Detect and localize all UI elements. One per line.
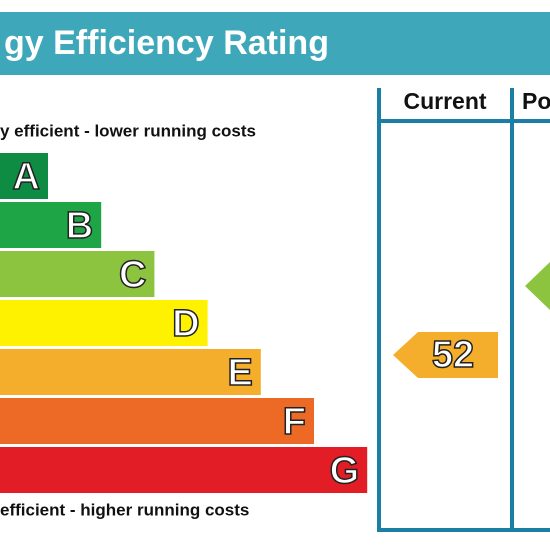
column-header: Current (403, 88, 486, 114)
title-bar (0, 12, 550, 75)
band-letter: B (66, 205, 93, 247)
current-arrow (393, 332, 498, 378)
current-value: 52 (432, 334, 474, 376)
band-letter: A (13, 156, 40, 198)
band-letter: D (172, 303, 199, 345)
title: gy Efficiency Rating (4, 24, 329, 62)
column-frame (377, 88, 550, 532)
column-header: Po (522, 88, 550, 114)
band-letter: F (283, 401, 306, 443)
top-note: y efficient - lower running costs (0, 122, 256, 141)
band (0, 153, 48, 199)
potential-arrow (525, 262, 550, 310)
band (0, 251, 155, 297)
band (0, 398, 314, 444)
band-letter: E (227, 352, 252, 394)
band (0, 447, 368, 493)
bottom-note: efficient - higher running costs (0, 501, 249, 520)
band-letter: G (330, 450, 360, 492)
band (0, 202, 102, 248)
band (0, 349, 261, 395)
band (0, 300, 208, 346)
band-letter: C (119, 254, 146, 296)
